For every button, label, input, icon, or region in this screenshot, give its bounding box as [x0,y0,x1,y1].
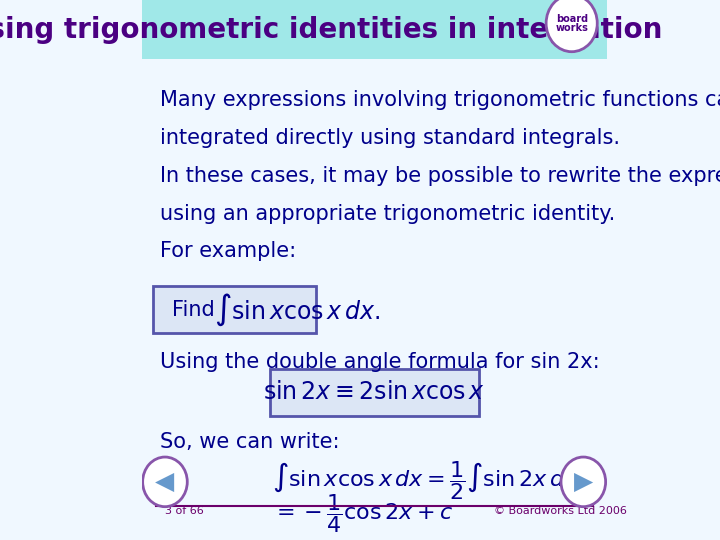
Circle shape [143,457,187,507]
Text: $= -\dfrac{1}{4}\cos 2x + c$: $= -\dfrac{1}{4}\cos 2x + c$ [272,492,453,535]
Text: Many expressions involving trigonometric functions cannot be: Many expressions involving trigonometric… [161,91,720,111]
Text: integrated directly using standard integrals.: integrated directly using standard integ… [161,128,621,148]
Text: ▶: ▶ [574,470,593,494]
Text: 3 of 66: 3 of 66 [165,507,204,516]
Text: © Boardworks Ltd 2006: © Boardworks Ltd 2006 [494,507,626,516]
Text: ◀: ◀ [156,470,174,494]
FancyBboxPatch shape [153,286,316,334]
Text: In these cases, it may be possible to rewrite the expression: In these cases, it may be possible to re… [161,166,720,186]
Text: $\int \sin x \cos x\, dx.$: $\int \sin x \cos x\, dx.$ [214,292,380,328]
Circle shape [561,457,606,507]
Circle shape [546,0,598,52]
Text: using an appropriate trigonometric identity.: using an appropriate trigonometric ident… [161,204,616,224]
Text: Using trigonometric identities in integration: Using trigonometric identities in integr… [0,16,662,44]
Text: Using the double angle formula for sin 2x:: Using the double angle formula for sin 2… [161,352,600,372]
Text: For example:: For example: [161,241,297,261]
FancyBboxPatch shape [142,0,606,59]
Text: Find: Find [172,300,215,320]
Text: works: works [555,23,588,33]
Text: $\sin 2x \equiv 2\sin x \cos x$: $\sin 2x \equiv 2\sin x \cos x$ [263,380,485,404]
FancyBboxPatch shape [269,369,479,416]
Text: So, we can write:: So, we can write: [161,431,340,451]
Text: board: board [556,14,588,24]
Text: $\int \sin x \cos x\, dx = \dfrac{1}{2}\int \sin 2x\, dx$: $\int \sin x \cos x\, dx = \dfrac{1}{2}\… [272,459,579,502]
